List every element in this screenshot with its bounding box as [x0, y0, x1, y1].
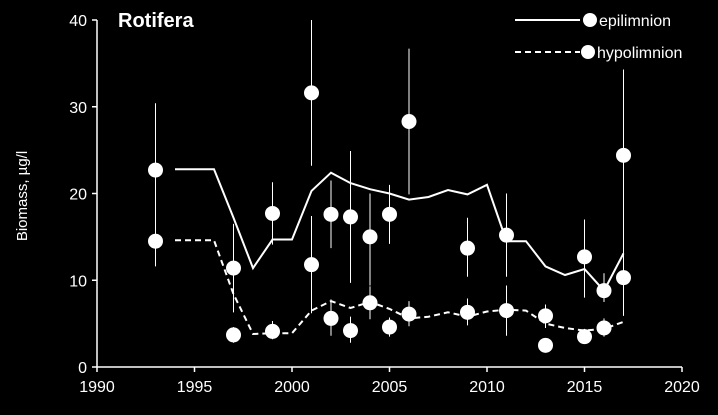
legend-marker-hypolimnion — [581, 45, 595, 59]
data-point-epilimnion — [460, 240, 475, 256]
data-point-hypolimnion — [538, 337, 553, 353]
data-point-hypolimnion — [382, 319, 397, 335]
x-tick-label: 2020 — [664, 379, 700, 396]
legend-marker-epilimnion — [583, 13, 597, 27]
y-axis-label: Biomass, µg/l — [14, 151, 31, 241]
y-axis-ticks: 0 10 20 30 40 — [69, 13, 97, 377]
x-tick-label: 1995 — [177, 379, 213, 396]
data-point-hypolimnion — [616, 270, 631, 286]
x-tick-label: 2015 — [567, 379, 603, 396]
data-point-hypolimnion — [596, 320, 612, 336]
data-point-hypolimnion — [304, 257, 319, 273]
y-tick-label: 40 — [69, 13, 87, 30]
legend: epilimnion hypolimnion — [515, 13, 682, 62]
data-point-epilimnion — [343, 209, 358, 225]
data-point-hypolimnion — [265, 323, 280, 339]
data-point-hypolimnion — [538, 308, 553, 324]
y-tick-label: 30 — [69, 100, 87, 117]
x-tick-label: 2005 — [372, 379, 408, 396]
data-point-hypolimnion — [343, 323, 358, 339]
data-point-hypolimnion — [499, 303, 514, 319]
data-point-epilimnion — [382, 206, 397, 222]
data-point-epilimnion — [499, 227, 514, 243]
x-tick-label: 2000 — [274, 379, 310, 396]
x-axis-ticks: 1990 1995 2000 2005 2010 2015 2020 — [79, 367, 700, 396]
data-point-hypolimnion — [323, 310, 339, 326]
data-point-hypolimnion — [401, 306, 417, 322]
data-point-epilimnion — [148, 162, 163, 178]
legend-label-hypolimnion: hypolimnion — [597, 45, 682, 62]
data-point-epilimnion — [362, 229, 378, 245]
data-points — [148, 85, 631, 353]
data-point-hypolimnion — [226, 327, 241, 343]
y-tick-label: 0 — [78, 360, 87, 377]
series-line-epilimnion — [175, 168, 625, 293]
data-point-hypolimnion — [148, 233, 163, 249]
x-tick-label: 1990 — [79, 379, 115, 396]
y-tick-label: 10 — [69, 273, 87, 290]
data-point-epilimnion — [226, 260, 241, 276]
data-point-hypolimnion — [460, 304, 475, 320]
legend-label-epilimnion: epilimnion — [599, 13, 671, 30]
chart-title: Rotifera — [118, 10, 194, 32]
data-point-epilimnion — [323, 206, 339, 222]
x-tick-label: 2010 — [469, 379, 505, 396]
data-point-epilimnion — [401, 113, 417, 129]
data-point-epilimnion — [304, 85, 319, 101]
data-point-epilimnion — [265, 205, 280, 221]
data-point-epilimnion — [577, 249, 592, 265]
data-point-epilimnion — [596, 283, 612, 299]
data-point-hypolimnion — [362, 295, 378, 311]
data-point-epilimnion — [616, 147, 631, 163]
y-tick-label: 20 — [69, 187, 87, 204]
data-point-hypolimnion — [577, 329, 592, 345]
